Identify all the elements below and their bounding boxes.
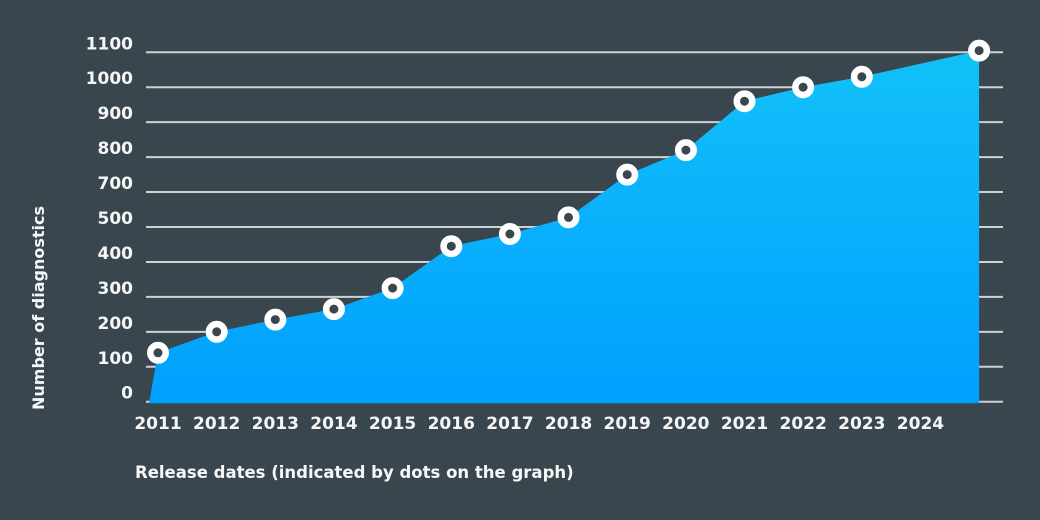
x-tick-label: 2024 <box>897 414 944 434</box>
y-tick-label: 1000 <box>86 69 133 89</box>
y-tick-label: 800 <box>98 139 134 159</box>
x-tick-label: 2023 <box>838 414 885 434</box>
y-tick-label: 500 <box>98 209 134 229</box>
data-point-dot <box>968 39 991 62</box>
data-points-group <box>147 39 991 364</box>
x-tick-label: 2013 <box>252 414 299 434</box>
data-point-dot <box>322 298 345 321</box>
x-tick-label: 2021 <box>721 414 768 434</box>
y-tick-label: 1100 <box>86 34 133 54</box>
data-point-dot <box>557 206 580 229</box>
data-point-dot <box>381 277 404 300</box>
x-tick-labels-group: 2011 2012 2013 2014 2015 2016 2017 2018 2019 2020… <box>134 414 944 434</box>
data-point-dot <box>205 320 228 343</box>
y-tick-labels-group: 0 100 200 300 400 500 700 800 900 1000 1100 <box>86 34 133 403</box>
x-tick-label: 2012 <box>193 414 240 434</box>
data-point-dot <box>733 90 756 113</box>
y-tick-label: 0 <box>121 384 133 404</box>
data-point-dot <box>674 139 697 162</box>
data-point-dot <box>440 235 463 258</box>
data-point-dot <box>498 223 521 245</box>
x-tick-label: 2018 <box>545 414 592 434</box>
y-tick-label: 300 <box>98 279 134 299</box>
data-point-dot <box>850 65 873 88</box>
x-tick-label: 2011 <box>134 414 181 434</box>
data-point-dot <box>616 163 639 186</box>
x-tick-label: 2016 <box>428 414 475 434</box>
x-tick-label: 2014 <box>310 414 357 434</box>
data-point-dot <box>147 341 169 364</box>
y-axis-title: Number of diagnostics <box>29 206 48 410</box>
y-tick-label: 700 <box>98 174 134 194</box>
x-tick-label: 2015 <box>369 414 416 434</box>
y-tick-label: 200 <box>98 314 134 334</box>
x-tick-label: 2019 <box>604 414 651 434</box>
x-tick-label: 2017 <box>486 414 533 434</box>
x-tick-label: 2022 <box>779 414 826 434</box>
y-tick-label: 900 <box>98 104 134 124</box>
x-axis-caption: Release dates (indicated by dots on the … <box>135 463 574 482</box>
x-tick-label: 2020 <box>662 414 709 434</box>
data-point-dot <box>264 308 287 331</box>
data-point-dot <box>792 76 815 99</box>
y-tick-label: 100 <box>98 349 134 369</box>
y-tick-label: 400 <box>98 244 134 264</box>
